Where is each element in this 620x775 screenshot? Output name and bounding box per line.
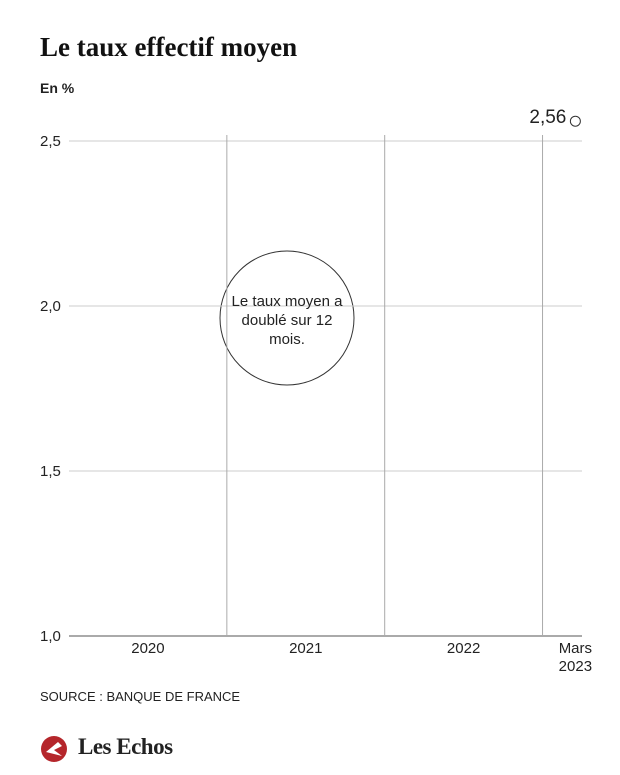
x-tick-label: Mars 2023	[558, 640, 593, 675]
x-tick-label: 2022	[446, 640, 481, 657]
end-marker	[569, 115, 581, 127]
x-tick-label: 2021	[289, 640, 323, 657]
y-tick-label: 2,0	[40, 298, 61, 315]
chart-title: Le taux effectif moyen	[40, 32, 298, 62]
annotation: Le taux moyen a doublé sur 12 mois.	[231, 293, 343, 348]
logo-icon	[41, 736, 67, 762]
value-label: 2,56	[529, 107, 566, 128]
annotation-circle	[219, 250, 355, 386]
logo: Les Echos	[78, 734, 173, 759]
y-tick-label: 2,5	[40, 133, 61, 150]
x-tick-label: 2020	[131, 640, 165, 657]
subtitle: En %	[40, 80, 75, 96]
y-tick-label: 1,0	[40, 628, 61, 645]
source: SOURCE : BANQUE DE FRANCE	[40, 689, 241, 704]
y-tick-label: 1,5	[40, 463, 61, 480]
